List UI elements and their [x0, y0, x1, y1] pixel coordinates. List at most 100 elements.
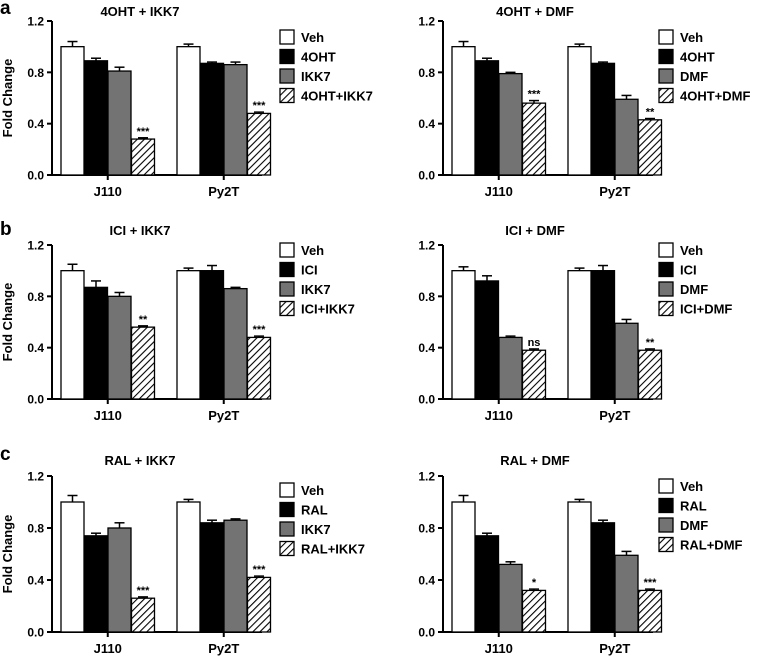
category-label: J110 [94, 641, 122, 656]
bar-Veh [60, 501, 85, 633]
y-axis-label: Fold Change [0, 59, 15, 138]
legend-swatch [658, 48, 674, 65]
bar-IKK7 [223, 287, 248, 400]
y-tick-label: 0.4 [27, 117, 44, 131]
bar-Veh [60, 270, 85, 400]
legend-swatch [279, 482, 295, 498]
category-label: Py2T [599, 408, 630, 423]
bar-Veh [176, 501, 201, 633]
y-tick-label: 0.4 [27, 341, 44, 355]
chart-title: ICI + IKK7 [109, 223, 170, 238]
category-label: J110 [485, 408, 513, 423]
legend-swatch [658, 517, 674, 533]
legend-swatch [658, 87, 674, 104]
chart-title: RAL + IKK7 [105, 453, 176, 468]
legend-label: RAL+DMF [680, 538, 743, 553]
bar-IKK7 [107, 527, 132, 633]
chart-title: ICI + DMF [505, 223, 565, 238]
category-label: Py2T [208, 641, 239, 656]
significance-label: *** [253, 100, 267, 112]
chart-panel-4: RAL + IKK7 Fold Change 0.0 0.4 0.8 1.2 *** J110… [0, 453, 365, 656]
bar-RAL+DMF [521, 589, 547, 633]
bar-4OHT+DMF [521, 102, 547, 176]
significance-label: ** [646, 107, 655, 119]
bar-Veh [176, 46, 201, 176]
y-tick-label: 0.0 [27, 393, 44, 407]
legend-label: 4OHT [680, 50, 715, 65]
significance-label: * [532, 577, 537, 589]
panel-letter-b: b [0, 219, 12, 240]
category-label: J110 [94, 184, 122, 199]
legend-label: RAL+IKK7 [301, 542, 365, 557]
bar-ICI+DMF [637, 349, 663, 400]
legend-swatch [279, 521, 295, 537]
bar-DMF [614, 554, 639, 633]
chart-panel-1: 4OHT + DMF 0.0 0.4 0.8 1.2 *** J110 ** Py2T Veh 4O… [418, 4, 750, 199]
y-tick-label: 0.8 [418, 290, 435, 304]
category-label: Py2T [599, 641, 630, 656]
significance-label: ** [646, 337, 655, 349]
legend-swatch [658, 536, 674, 553]
legend-swatch [658, 261, 674, 278]
category-label: J110 [485, 641, 513, 656]
y-tick-label: 0.4 [418, 117, 435, 131]
legend-swatch [279, 261, 295, 278]
legend-label: DMF [680, 69, 708, 84]
bar-IKK7 [107, 295, 132, 400]
significance-label: *** [137, 126, 151, 138]
y-tick-label: 1.2 [27, 470, 44, 484]
y-tick-label: 1.2 [27, 15, 44, 29]
legend-label: RAL [301, 503, 328, 518]
bar-ICI+DMF [521, 349, 547, 400]
y-tick-label: 0.0 [418, 626, 435, 640]
bar-Veh [567, 46, 592, 176]
legend-swatch [658, 242, 674, 258]
y-tick-label: 0.8 [418, 522, 435, 536]
legend-swatch [279, 242, 295, 258]
legend-label: Veh [301, 243, 324, 258]
bar-RAL [83, 535, 109, 633]
chart-panel-3: ICI + DMF 0.0 0.4 0.8 1.2 ns J110 ** Py2T Veh ICI D… [418, 223, 732, 423]
legend-swatch [279, 300, 295, 317]
chart-panel-5: RAL + DMF 0.0 0.4 0.8 1.2 * J110 *** Py2T Veh RAL D… [418, 453, 742, 656]
bar-DMF [498, 72, 523, 176]
significance-label: ns [528, 337, 541, 349]
legend-swatch [279, 501, 295, 518]
significance-label: *** [253, 564, 267, 576]
bar-RAL+IKK7 [130, 597, 156, 633]
bar-4OHT [83, 60, 109, 176]
y-tick-label: 0.0 [27, 169, 44, 183]
y-tick-label: 0.0 [418, 393, 435, 407]
legend-swatch [279, 48, 295, 65]
y-tick-label: 0.4 [27, 574, 44, 588]
legend-label: IKK7 [301, 522, 331, 537]
bar-ICI+IKK7 [246, 336, 272, 400]
legend-label: Veh [680, 30, 703, 45]
y-tick-label: 0.8 [27, 66, 44, 80]
bar-RAL [590, 522, 616, 633]
bar-RAL [199, 522, 225, 633]
legend-swatch [658, 281, 674, 297]
y-tick-label: 1.2 [418, 239, 435, 253]
bar-4OHT+DMF [637, 119, 663, 176]
bar-4OHT [474, 60, 500, 176]
panel-letter-a: a [0, 0, 11, 19]
bar-Veh [567, 501, 592, 633]
legend-label: ICI [680, 263, 697, 278]
y-tick-label: 0.0 [418, 169, 435, 183]
chart-panel-0: 4OHT + IKK7 Fold Change 0.0 0.4 0.8 1.2 *** J11… [0, 4, 373, 199]
y-tick-label: 1.2 [418, 15, 435, 29]
bar-ICI [83, 286, 109, 400]
bar-Veh [60, 46, 85, 176]
legend-label: Veh [301, 483, 324, 498]
chart-panel-2: ICI + IKK7 Fold Change 0.0 0.4 0.8 1.2 ** J110 *… [0, 223, 355, 423]
bar-RAL [474, 535, 500, 633]
category-label: Py2T [208, 184, 239, 199]
bar-RAL+DMF [637, 589, 663, 633]
bar-ICI [199, 270, 225, 400]
category-label: J110 [94, 408, 122, 423]
legend-swatch [658, 68, 674, 84]
bar-RAL+IKK7 [246, 576, 272, 633]
y-tick-label: 0.4 [418, 574, 435, 588]
